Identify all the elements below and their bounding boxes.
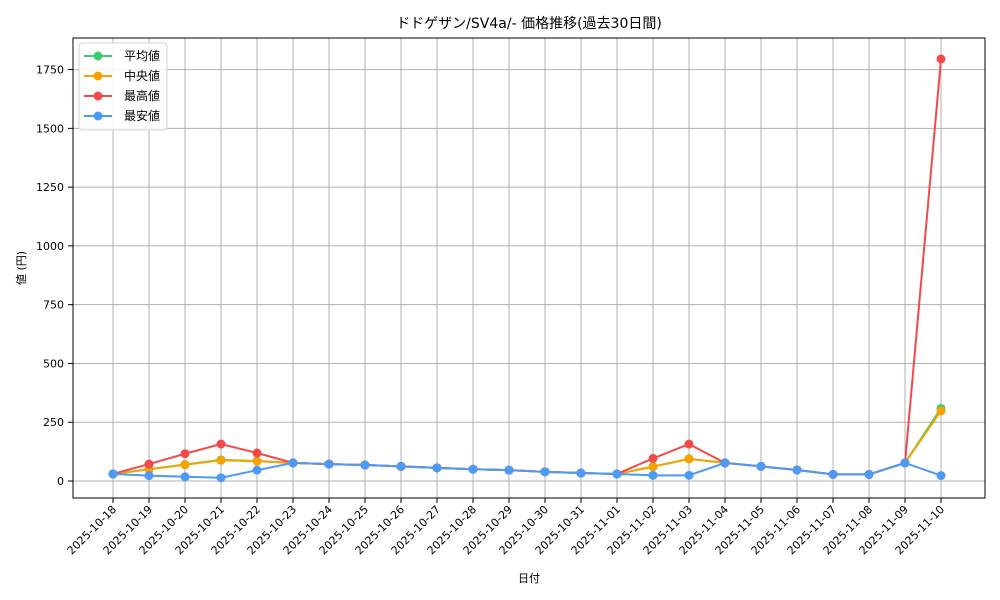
data-point bbox=[324, 459, 334, 469]
y-tick-label: 1000 bbox=[36, 240, 64, 253]
data-point bbox=[648, 453, 658, 463]
y-tick-label: 750 bbox=[43, 299, 64, 312]
series-line bbox=[112, 461, 942, 479]
data-point bbox=[684, 439, 694, 449]
data-point bbox=[216, 455, 226, 465]
series-layer bbox=[108, 54, 946, 483]
y-tick-label: 1750 bbox=[36, 64, 64, 77]
y-tick-label: 1250 bbox=[36, 181, 64, 194]
y-tick-label: 0 bbox=[57, 475, 64, 488]
data-point bbox=[936, 406, 946, 416]
data-point bbox=[648, 462, 658, 472]
y-tick-label: 1500 bbox=[36, 122, 64, 135]
data-point bbox=[288, 458, 298, 468]
series-line bbox=[112, 407, 942, 476]
data-point bbox=[612, 469, 622, 479]
plot-frame bbox=[72, 37, 986, 499]
y-tick-label: 500 bbox=[43, 357, 64, 370]
data-point bbox=[108, 469, 118, 479]
data-point bbox=[360, 460, 370, 470]
legend-marker-icon bbox=[93, 111, 103, 121]
data-point bbox=[900, 458, 910, 468]
y-axis-label: 値 (円) bbox=[15, 251, 28, 285]
data-point bbox=[684, 470, 694, 480]
data-point bbox=[828, 469, 838, 479]
data-point bbox=[432, 463, 442, 473]
legend-marker-icon bbox=[93, 51, 103, 61]
data-point bbox=[936, 471, 946, 481]
legend-label: 平均値 bbox=[124, 48, 160, 63]
data-point bbox=[504, 465, 514, 475]
data-point bbox=[144, 471, 154, 481]
series-line bbox=[112, 58, 942, 476]
data-point bbox=[576, 468, 586, 478]
y-tick-label: 250 bbox=[43, 416, 64, 429]
data-point bbox=[180, 449, 190, 459]
y-axis-ticks: 0 250 500 750 1000 1250 1500 1750 bbox=[36, 64, 73, 488]
legend-box bbox=[78, 42, 168, 131]
legend-marker-icon bbox=[93, 91, 103, 101]
data-point bbox=[468, 464, 478, 474]
grid-lines bbox=[73, 38, 985, 498]
data-point bbox=[864, 469, 874, 479]
series-line bbox=[112, 410, 942, 476]
legend-label: 中央値 bbox=[124, 68, 160, 83]
data-point bbox=[180, 460, 190, 470]
data-point bbox=[936, 54, 946, 64]
data-point bbox=[792, 465, 802, 475]
data-point bbox=[252, 465, 262, 475]
data-point bbox=[252, 448, 262, 458]
data-point bbox=[252, 456, 262, 466]
data-point bbox=[648, 470, 658, 480]
x-axis-label: 日付 bbox=[518, 572, 540, 585]
data-point bbox=[144, 459, 154, 469]
data-point bbox=[720, 458, 730, 468]
legend-label: 最高値 bbox=[124, 88, 160, 103]
data-point bbox=[216, 439, 226, 449]
x-axis-ticks: 2025-10-182025-10-192025-10-202025-10-21… bbox=[65, 498, 947, 557]
series-3 bbox=[108, 458, 946, 483]
legend-label: 最安値 bbox=[124, 108, 160, 123]
data-point bbox=[216, 473, 226, 483]
data-point bbox=[756, 461, 766, 471]
data-point bbox=[684, 454, 694, 464]
data-point bbox=[540, 467, 550, 477]
chart-title: ドドゲザン/SV4a/- 価格推移(過去30日間) bbox=[396, 16, 662, 32]
data-point bbox=[396, 461, 406, 471]
series-0 bbox=[108, 403, 946, 479]
series-1 bbox=[108, 406, 946, 479]
legend-marker-icon bbox=[93, 71, 103, 81]
data-point bbox=[180, 472, 190, 482]
series-2 bbox=[108, 54, 946, 479]
